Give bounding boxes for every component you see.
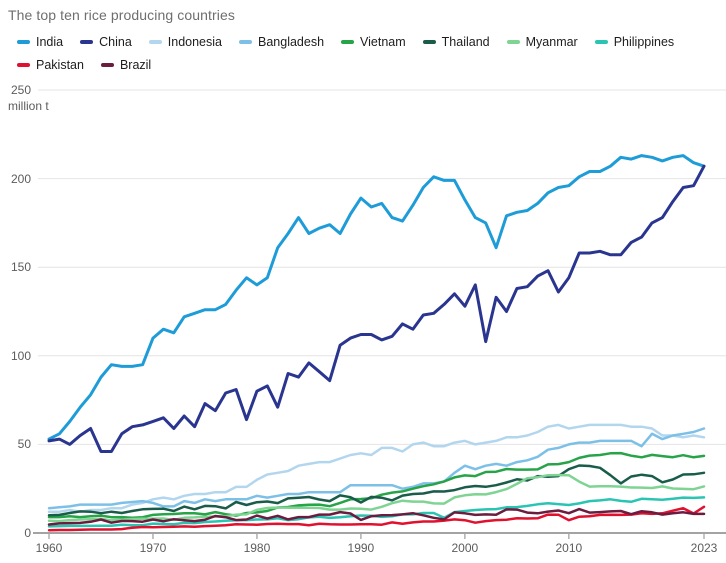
x-axis-tick-label-2000: 2000 [451,541,479,555]
x-axis-tick-label-1990: 1990 [347,541,375,555]
legend-label: Pakistan [36,58,84,72]
series-line-china [47,164,706,453]
legend-swatch-china [80,40,94,44]
series-line-myanmar [47,473,706,523]
legend-swatch-philippines [594,40,608,44]
legend-swatch-brazil [100,63,114,67]
legend-swatch-thailand [422,40,436,44]
series-line-bangladesh [47,427,706,510]
legend-row-2: Pakistan Brazil [17,58,722,72]
legend-row-1: India China Indonesia Bangladesh Vietnam Thai… [17,35,722,49]
legend-item-philippines[interactable]: Philippines [594,35,675,49]
legend-label: Vietnam [360,35,406,49]
legend-label: China [99,35,132,49]
legend-swatch-myanmar [506,40,520,44]
y-axis-tick-label-200: 200 [10,171,31,186]
x-axis-tick-label-2023: 2023 [690,541,718,555]
legend-item-thailand[interactable]: Thailand [422,35,490,49]
y-axis-unit-label: million t [8,99,49,113]
chart-title: The top ten rice producing countries [8,7,235,23]
legend-item-brazil[interactable]: Brazil [100,58,152,72]
legend-label: Myanmar [525,35,578,49]
legend-item-china[interactable]: China [80,35,132,49]
x-axis-tick-label-2010: 2010 [555,541,583,555]
legend: India China Indonesia Bangladesh Vietnam Thai… [17,35,722,72]
x-axis-tick-label-1960: 1960 [35,541,63,555]
legend-swatch-bangladesh [239,40,252,44]
legend-label: Indonesia [167,35,222,49]
legend-item-indonesia[interactable]: Indonesia [148,35,222,49]
legend-label: Bangladesh [258,35,325,49]
legend-label: India [36,35,64,49]
legend-item-bangladesh[interactable]: Bangladesh [239,35,324,49]
legend-item-myanmar[interactable]: Myanmar [506,35,578,49]
legend-item-pakistan[interactable]: Pakistan [17,58,84,72]
series-line-brazil [47,507,706,526]
y-axis-tick-label-0: 0 [24,526,31,540]
legend-label: Philippines [613,35,675,49]
series-line-indonesia [47,423,706,513]
x-axis-tick-label-1970: 1970 [139,541,167,555]
legend-swatch-pakistan [17,63,30,67]
legend-item-vietnam[interactable]: Vietnam [341,35,406,49]
legend-label: Brazil [119,58,152,72]
legend-swatch-vietnam [341,40,355,44]
series-line-thailand [47,464,706,517]
legend-swatch-indonesia [148,40,162,44]
legend-swatch-india [17,40,30,44]
series-line-india [47,154,706,441]
y-axis-tick-label-150: 150 [10,260,31,275]
y-axis-tick-label-250: 250 [10,83,31,97]
legend-item-india[interactable]: India [17,35,63,49]
y-axis-tick-label-100: 100 [10,348,31,363]
legend-label: Thailand [441,35,490,49]
y-axis-tick-label-50: 50 [17,437,31,452]
series-line-pakistan [47,505,706,532]
x-axis-tick-label-1980: 1980 [243,541,271,555]
